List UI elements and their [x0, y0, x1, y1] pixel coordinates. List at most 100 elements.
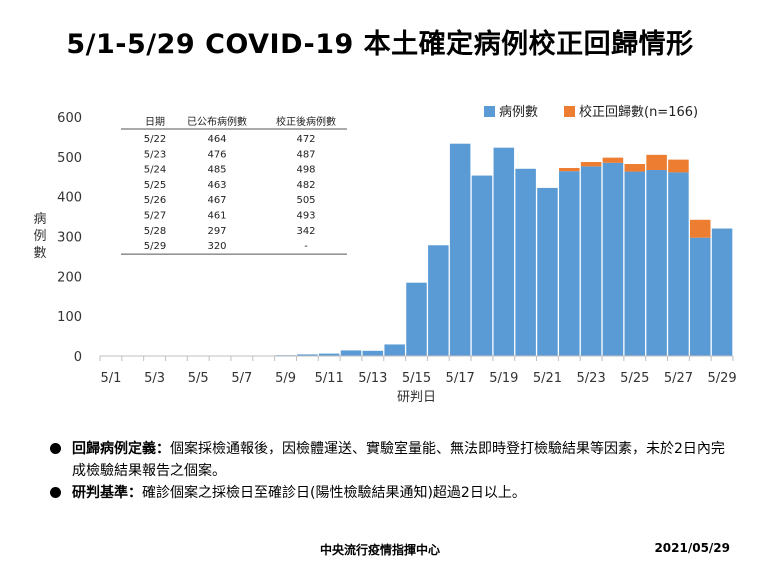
bar-reported	[689, 237, 711, 356]
table-cell: 498	[296, 165, 315, 176]
bar-reported	[340, 350, 362, 356]
legend: 病例數 校正回歸數(n=166)	[484, 104, 698, 120]
x-tick-label: 5/7	[231, 371, 252, 386]
table-cell: 463	[207, 180, 226, 191]
bar-reported	[493, 147, 515, 356]
table-cell: 485	[207, 165, 226, 176]
bar-reported	[668, 172, 689, 356]
table-cell: 5/26	[144, 195, 166, 206]
y-axis-label-char: 病	[33, 212, 46, 227]
bar-reported	[406, 282, 427, 356]
bar-correction	[602, 157, 624, 163]
bar-correction	[646, 154, 667, 170]
x-tick-label: 5/23	[577, 371, 606, 386]
table-cell: 5/24	[144, 165, 166, 176]
bar-reported	[297, 354, 318, 356]
legend-swatch-reported	[484, 106, 495, 117]
page-title: 5/1-5/29 COVID-19 本土確定病例校正回歸情形	[66, 29, 694, 60]
table-cell: 5/25	[144, 180, 166, 191]
x-tick-label: 5/5	[188, 371, 209, 386]
table-cell: 342	[296, 226, 315, 237]
x-tick-label: 5/11	[315, 371, 344, 386]
legend-swatch-correction	[564, 106, 575, 117]
bar-reported	[624, 171, 646, 356]
note-text: 確診個案之採檢日至確診日(陽性檢驗結果通知)超過2日以上。	[142, 485, 526, 501]
bar-correction	[559, 167, 580, 172]
y-tick-label: 0	[74, 350, 82, 365]
y-axis-label-char: 例	[33, 229, 46, 244]
x-tick-label: 5/3	[144, 371, 165, 386]
table-header: 已公布病例數	[187, 115, 247, 128]
table-cell: 476	[207, 149, 226, 160]
notes: 回歸病例定義：個案採檢通報後，因檢體運送、實驗室量能、無法即時登打檢驗結果等因素…	[50, 438, 730, 504]
legend-label-reported: 病例數	[499, 105, 538, 120]
bar-reported	[428, 245, 449, 356]
bar-reported	[602, 162, 624, 356]
bar-reported	[362, 350, 384, 356]
table-cell: 464	[207, 134, 226, 145]
bar-reported	[646, 169, 667, 356]
y-tick-label: 600	[57, 111, 82, 126]
y-axis-label-char: 數	[33, 246, 46, 261]
table-cell: 320	[207, 241, 226, 252]
note-text: 個案採檢通報後，因檢體運送、實驗室量能、無法即時登打檢驗結果等因素，未於2日內完…	[72, 441, 725, 479]
y-tick-label: 400	[57, 191, 82, 206]
note-term: 回歸病例定義：	[72, 441, 170, 457]
x-tick-label: 5/27	[664, 371, 693, 386]
note-criteria: 研判基準：確診個案之採檢日至確診日(陽性檢驗結果通知)超過2日以上。	[50, 482, 730, 504]
table-cell: 5/27	[144, 211, 166, 222]
table-cell: 297	[207, 226, 226, 237]
bar-reported	[711, 228, 733, 356]
y-axis: 0 100 200 300 400 500 600 病例數	[33, 111, 82, 365]
bar-reported	[515, 168, 536, 356]
x-axis-label: 研判日	[397, 390, 436, 405]
table-cell: 5/23	[144, 149, 166, 160]
table-header: 日期	[145, 116, 165, 128]
x-tick-label: 5/15	[402, 371, 431, 386]
table-cell: 5/22	[144, 134, 166, 145]
note-term: 研判基準：	[72, 485, 142, 501]
footer-org: 中央流行疫情指揮中心	[319, 543, 440, 557]
table-header: 校正後病例數	[276, 115, 336, 128]
x-tick-label: 5/19	[489, 371, 518, 386]
bar-reported	[559, 171, 580, 356]
table-cell: 5/29	[144, 241, 166, 252]
bullet-icon	[50, 443, 61, 454]
bar-correction	[580, 162, 602, 167]
table-cell: 493	[296, 211, 315, 222]
bar-reported	[318, 353, 340, 356]
bar-reported	[580, 166, 602, 356]
y-tick-label: 200	[57, 270, 82, 285]
footer-date: 2021/05/29	[654, 541, 730, 555]
legend-label-correction: 校正回歸數(n=166)	[579, 104, 698, 120]
bar-reported	[537, 187, 558, 356]
table-cell: 505	[296, 195, 315, 206]
x-tick-label: 5/25	[620, 371, 649, 386]
bar-reported	[471, 175, 493, 356]
table-cell: 461	[207, 211, 226, 222]
x-tick-label: 5/29	[707, 371, 736, 386]
x-tick-label: 5/1	[100, 371, 121, 386]
note-definition: 回歸病例定義：個案採檢通報後，因檢體運送、實驗室量能、無法即時登打檢驗結果等因素…	[50, 438, 730, 482]
inset-table: 日期 已公布病例數 校正後病例數 5/22 464 472 5/23 476 487 5/24 48…	[121, 115, 347, 255]
bar-correction	[689, 219, 711, 238]
bar-reported	[384, 344, 405, 356]
table-cell: 482	[296, 180, 315, 191]
x-tick-label: 5/21	[533, 371, 562, 386]
bars	[100, 143, 733, 356]
y-tick-label: 500	[57, 151, 82, 166]
y-tick-label: 300	[57, 231, 82, 246]
bar-reported	[449, 143, 471, 356]
x-tick-label: 5/13	[358, 371, 387, 386]
y-tick-label: 100	[57, 310, 82, 325]
table-cell: 487	[296, 149, 315, 160]
bar-correction	[668, 159, 689, 173]
table-cell: 5/28	[144, 226, 166, 237]
x-tick-label: 5/9	[275, 371, 296, 386]
table-cell: -	[304, 241, 308, 252]
table-cell: 472	[296, 134, 315, 145]
x-axis: 5/1 5/3 5/5 5/7 5/9 5/11 5/13 5/15 5/17 5/19 5/21 5…	[99, 355, 737, 405]
table-cell: 467	[207, 195, 226, 206]
x-tick-label: 5/17	[446, 371, 475, 386]
